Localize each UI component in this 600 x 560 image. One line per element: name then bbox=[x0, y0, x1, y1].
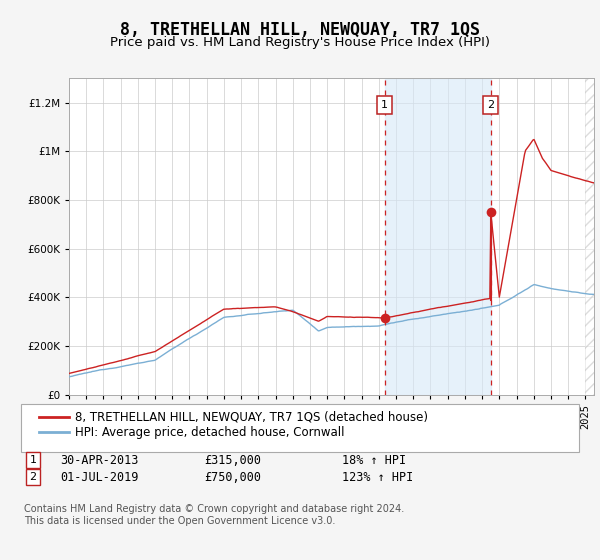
Text: 1: 1 bbox=[381, 100, 388, 110]
Text: 8, TRETHELLAN HILL, NEWQUAY, TR7 1QS (detached house): 8, TRETHELLAN HILL, NEWQUAY, TR7 1QS (de… bbox=[75, 410, 428, 424]
Text: HPI: Average price, detached house, Cornwall: HPI: Average price, detached house, Corn… bbox=[75, 426, 344, 439]
Text: 8, TRETHELLAN HILL, NEWQUAY, TR7 1QS: 8, TRETHELLAN HILL, NEWQUAY, TR7 1QS bbox=[120, 21, 480, 39]
Text: 30-APR-2013: 30-APR-2013 bbox=[60, 454, 139, 467]
Bar bbox=[385, 78, 491, 395]
Text: Price paid vs. HM Land Registry's House Price Index (HPI): Price paid vs. HM Land Registry's House … bbox=[110, 36, 490, 49]
Text: 18% ↑ HPI: 18% ↑ HPI bbox=[342, 454, 406, 467]
Text: 01-JUL-2019: 01-JUL-2019 bbox=[60, 470, 139, 484]
Text: 2: 2 bbox=[29, 472, 37, 482]
Text: 2: 2 bbox=[487, 100, 494, 110]
Text: Contains HM Land Registry data © Crown copyright and database right 2024.
This d: Contains HM Land Registry data © Crown c… bbox=[24, 504, 404, 526]
Text: £750,000: £750,000 bbox=[204, 470, 261, 484]
Text: £315,000: £315,000 bbox=[204, 454, 261, 467]
Text: 123% ↑ HPI: 123% ↑ HPI bbox=[342, 470, 413, 484]
Polygon shape bbox=[586, 78, 594, 395]
Text: 1: 1 bbox=[29, 455, 37, 465]
